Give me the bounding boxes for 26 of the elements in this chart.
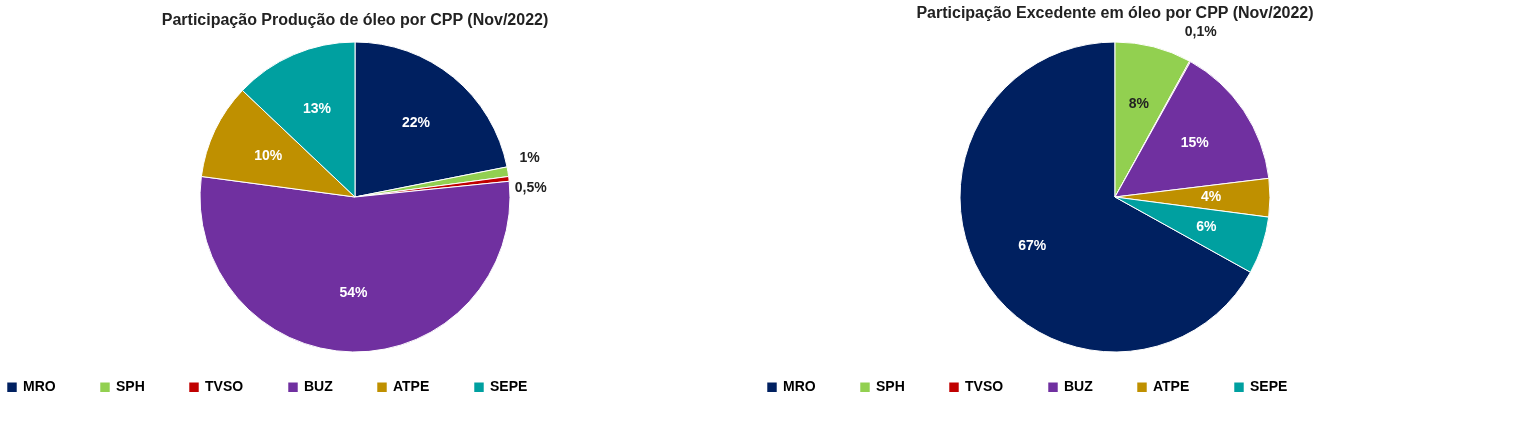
data-label: 15% — [1180, 134, 1210, 151]
legend-label: MRO — [783, 378, 816, 395]
legend-label: SEPE — [1250, 378, 1288, 395]
chart-title: Participação Excedente em óleo por CPP (Nov/2022) — [916, 4, 1314, 22]
legend-label: ATPE — [1153, 378, 1190, 395]
legend-label: SPH — [116, 378, 145, 395]
legend-label: BUZ — [1064, 378, 1094, 395]
data-label: 0,1% — [1184, 23, 1218, 40]
data-label: 10% — [254, 146, 283, 163]
data-label: 22% — [401, 113, 431, 130]
legend-label: TVSO — [965, 378, 1004, 395]
data-label: 54% — [339, 284, 369, 301]
data-label: 8% — [1128, 94, 1150, 111]
data-label: 13% — [303, 99, 332, 116]
data-label: 67% — [1018, 236, 1047, 253]
data-label: 6% — [1196, 218, 1217, 235]
data-label: 1% — [519, 149, 541, 166]
chart-title: Participação Produção de óleo por CPP (Nov/2022) — [161, 11, 549, 28]
legend-label: SEPE — [490, 378, 528, 395]
legend-label: MRO — [23, 378, 56, 395]
legend-label: ATPE — [393, 378, 430, 395]
data-label: 4% — [1200, 188, 1222, 205]
legend-label: TVSO — [205, 378, 244, 395]
data-label: 0,5% — [514, 179, 548, 196]
legend-label: BUZ — [304, 378, 334, 395]
legend-label: SPH — [876, 378, 905, 395]
